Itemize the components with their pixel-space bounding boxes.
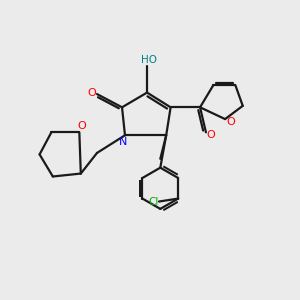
Text: Cl: Cl: [148, 197, 158, 207]
Text: N: N: [119, 137, 127, 147]
Text: O: O: [77, 121, 86, 131]
Text: O: O: [226, 117, 235, 127]
Text: HO: HO: [141, 55, 158, 65]
Text: O: O: [87, 88, 96, 98]
Text: O: O: [206, 130, 215, 140]
